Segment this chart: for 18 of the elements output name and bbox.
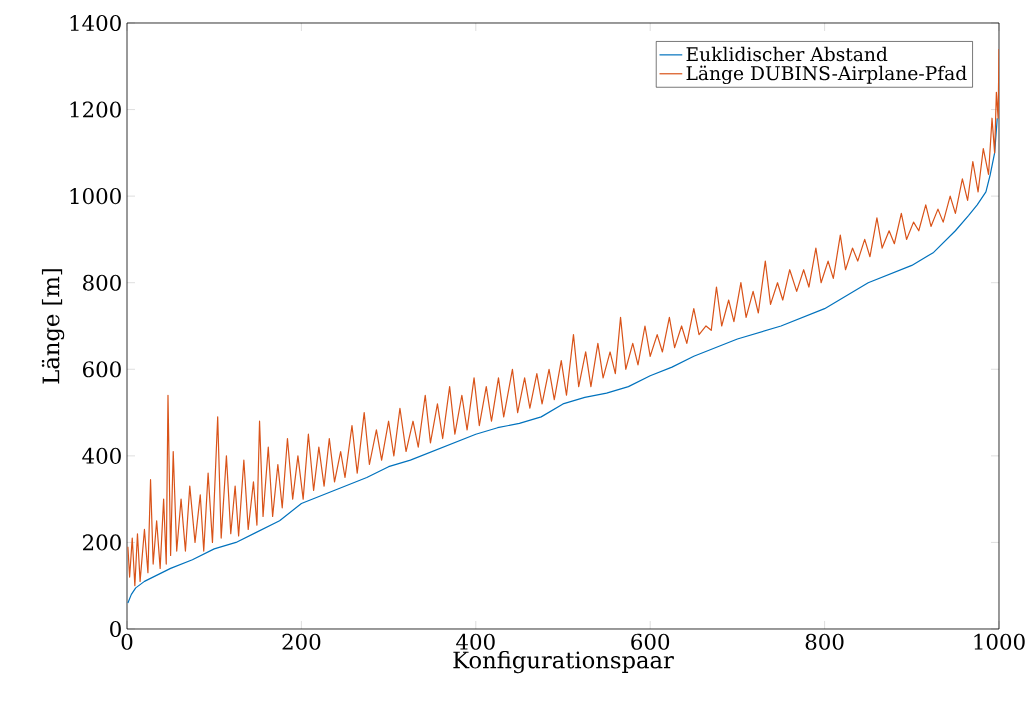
legend-label: Länge DUBINS-Airplane-Pfad <box>686 65 967 85</box>
y-tick-label: 400 <box>82 447 121 464</box>
x-axis-title: Konfigurationspaar <box>453 650 674 674</box>
y-tick-label: 600 <box>83 361 121 378</box>
x-tick-label: 800 <box>805 633 844 650</box>
y-tick-label: 800 <box>83 274 121 291</box>
y-tick-label: 200 <box>83 534 121 551</box>
y-tick-label: 0 <box>110 620 121 638</box>
x-tick-label: 0 <box>121 633 133 650</box>
x-tick-label: 200 <box>282 633 321 650</box>
y-tick-label: 1000 <box>70 188 121 205</box>
x-tick-label: 400 <box>456 633 495 650</box>
y-tick-label: 1200 <box>70 101 121 118</box>
x-tick-label: 600 <box>631 633 670 650</box>
x-tick-label: 1000 <box>974 633 1025 650</box>
legend-label: Euklidischer Abstand <box>686 46 888 62</box>
y-axis-title: Länge [m] <box>41 269 65 384</box>
y-tick-label: 1400 <box>70 14 121 32</box>
